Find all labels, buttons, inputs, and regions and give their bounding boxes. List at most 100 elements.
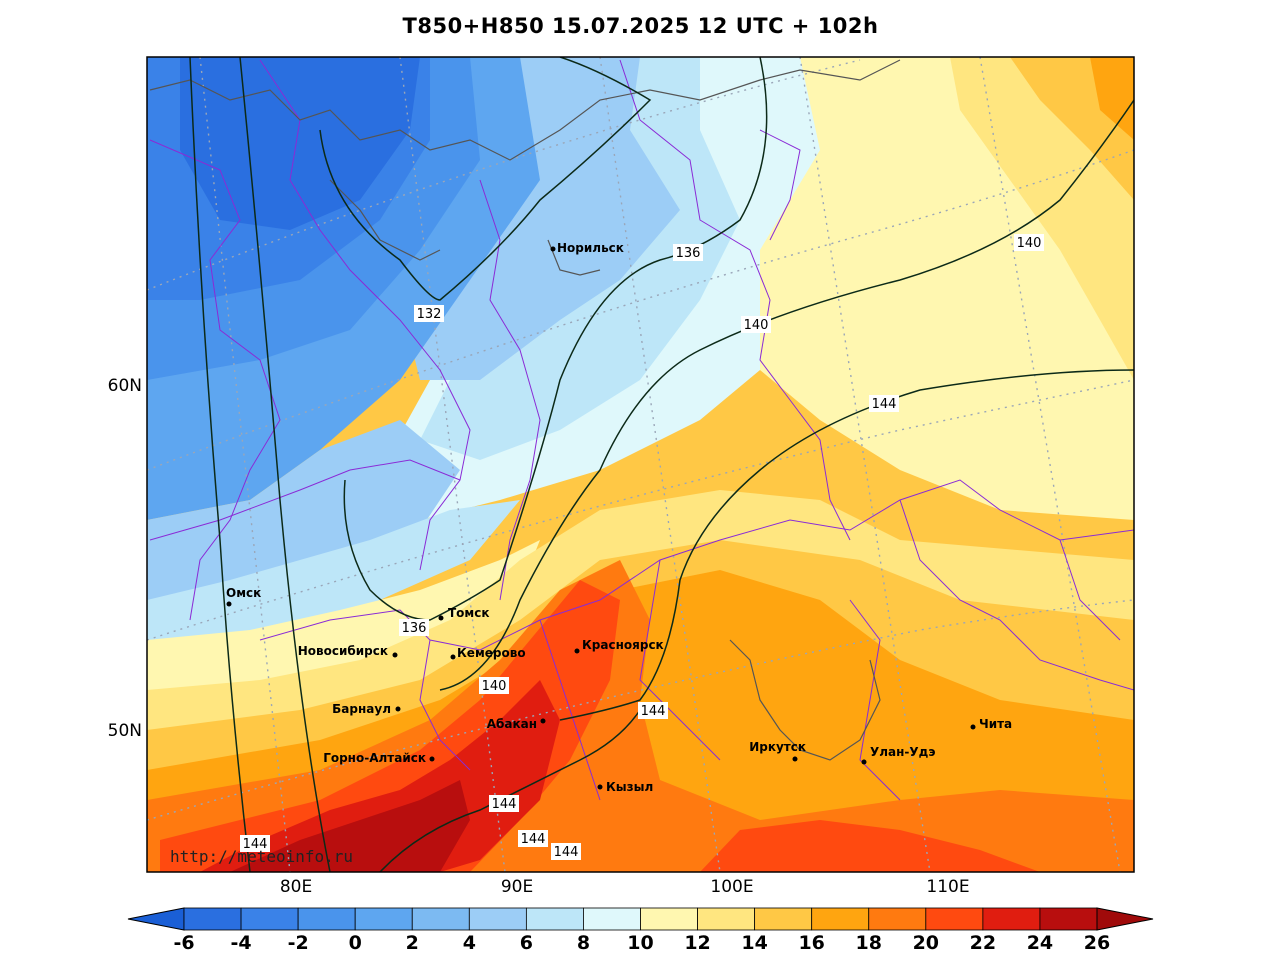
svg-text:Барнаул: Барнаул — [332, 702, 391, 716]
coastlines — [149, 59, 901, 761]
colorbar-bin — [354, 907, 413, 931]
colorbar-bin — [811, 907, 870, 931]
svg-text:144: 144 — [872, 397, 897, 412]
svg-text:Новосибирск: Новосибирск — [298, 644, 388, 658]
lon-label-110e: 110E — [926, 877, 969, 897]
map-title: T850+H850 15.07.2025 12 UTC + 102h — [402, 14, 879, 38]
contour-label: 144 — [869, 395, 899, 412]
svg-text:Томск: Томск — [448, 606, 490, 620]
colorbar-bin — [754, 907, 813, 931]
contour-labels: 132 136 136 140 140 140 144 144 144 144 … — [240, 234, 1044, 860]
city-abakan: Абакан — [487, 717, 546, 731]
graticule — [147, 57, 1134, 872]
colorbar-over-arrow — [1096, 907, 1154, 931]
colorbar-bin — [982, 907, 1041, 931]
lon-label-80e: 80E — [280, 877, 312, 897]
contour-label: 144 — [638, 702, 668, 719]
city-krasnoyarsk: Красноярск — [574, 638, 664, 654]
city-chita: Чита — [970, 717, 1012, 731]
contour-label: 144 — [551, 843, 581, 860]
svg-text:Улан-Удэ: Улан-Удэ — [870, 745, 935, 759]
colorbar-tick-label: 4 — [463, 932, 476, 954]
city-kemerovo: Кемерово — [450, 646, 526, 660]
svg-text:132: 132 — [417, 307, 442, 322]
svg-text:144: 144 — [554, 845, 579, 860]
contour-label: 144 — [240, 835, 270, 852]
colorbar-tick-label: 0 — [349, 932, 362, 954]
colorbar-tick-label: -6 — [173, 932, 194, 954]
svg-text:Чита: Чита — [979, 717, 1012, 731]
svg-text:Красноярск: Красноярск — [582, 638, 664, 652]
city-gorno-altaysk: Горно-Алтайск — [323, 751, 435, 765]
svg-text:140: 140 — [1017, 236, 1042, 251]
svg-text:144: 144 — [243, 837, 268, 852]
colorbar-tick-label: 16 — [798, 932, 824, 954]
city-irkutsk: Иркутск — [749, 740, 806, 762]
contour-label: 144 — [518, 830, 548, 847]
svg-text:Горно-Алтайск: Горно-Алтайск — [323, 751, 426, 765]
colorbar-tick-label: 8 — [577, 932, 590, 954]
colorbar-tick-label: 24 — [1027, 932, 1053, 954]
svg-text:136: 136 — [402, 621, 427, 636]
colorbar-bin — [468, 907, 527, 931]
svg-text:Норильск: Норильск — [557, 241, 624, 255]
city-markers: Норильск Омск Томск Новосибирск Кемерово… — [226, 241, 1012, 794]
lat-label-50n: 50N — [108, 721, 142, 741]
colorbar: -6 -4 -2 0 2 4 6 8 10 12 14 16 18 20 22 24 26 — [127, 907, 1154, 954]
contour-label: 144 — [489, 795, 519, 812]
lat-label-60n: 60N — [108, 376, 142, 396]
svg-text:140: 140 — [482, 679, 507, 694]
city-tomsk: Томск — [438, 606, 490, 621]
svg-text:136: 136 — [676, 246, 701, 261]
contour-label: 136 — [673, 244, 703, 261]
colorbar-tick-label: 2 — [406, 932, 419, 954]
city-kyzyl: Кызыл — [597, 780, 653, 794]
latitude-labels: 60N 50N — [108, 376, 142, 741]
colorbar-tick-label: 22 — [970, 932, 996, 954]
colorbar-bin — [411, 907, 470, 931]
colorbar-tick-label: -4 — [231, 932, 252, 954]
colorbar-bin — [1039, 907, 1098, 931]
geopotential-contours — [189, 57, 1134, 872]
colorbar-bin — [183, 907, 242, 931]
colorbar-bin — [525, 907, 584, 931]
svg-text:144: 144 — [641, 704, 666, 719]
colorbar-bin — [240, 907, 299, 931]
contour-label: 140 — [1014, 234, 1044, 251]
svg-text:144: 144 — [521, 832, 546, 847]
svg-text:Кызыл: Кызыл — [606, 780, 653, 794]
city-ulan-ude: Улан-Удэ — [861, 745, 935, 765]
colorbar-tick-label: 6 — [520, 932, 533, 954]
svg-text:Кемерово: Кемерово — [457, 646, 526, 660]
colorbar-bin — [297, 907, 356, 931]
svg-text:Абакан: Абакан — [487, 717, 537, 731]
colorbar-bin — [868, 907, 927, 931]
colorbar-bin — [925, 907, 984, 931]
colorbar-under-arrow — [127, 907, 185, 931]
city-novosibirsk: Новосибирск — [298, 644, 398, 658]
temperature-field: 132 136 136 140 140 140 144 144 144 144 … — [147, 57, 1134, 872]
watermark: http://meteoinfo.ru — [170, 847, 353, 866]
contour-label: 140 — [479, 677, 509, 694]
contour-label: 136 — [399, 619, 429, 636]
svg-text:140: 140 — [744, 318, 769, 333]
colorbar-tick-label: 26 — [1084, 932, 1110, 954]
colorbar-bin — [640, 907, 698, 931]
city-omsk: Омск — [226, 586, 261, 607]
svg-text:Иркутск: Иркутск — [749, 740, 806, 754]
map-frame — [146, 56, 1135, 873]
colorbar-tick-label: 10 — [627, 932, 653, 954]
contour-label: 140 — [741, 316, 771, 333]
lon-label-100e: 100E — [710, 877, 753, 897]
city-barnaul: Барнаул — [332, 702, 401, 716]
colorbar-tick-label: 20 — [913, 932, 939, 954]
svg-text:144: 144 — [492, 797, 517, 812]
city-norilsk: Норильск — [550, 241, 624, 255]
colorbar-tick-label: 14 — [741, 932, 767, 954]
contour-label: 132 — [414, 305, 444, 322]
colorbar-bin — [583, 907, 641, 931]
colorbar-tick-label: -2 — [288, 932, 309, 954]
longitude-labels: 80E 90E 100E 110E — [280, 877, 970, 897]
colorbar-tick-label: 18 — [856, 932, 882, 954]
